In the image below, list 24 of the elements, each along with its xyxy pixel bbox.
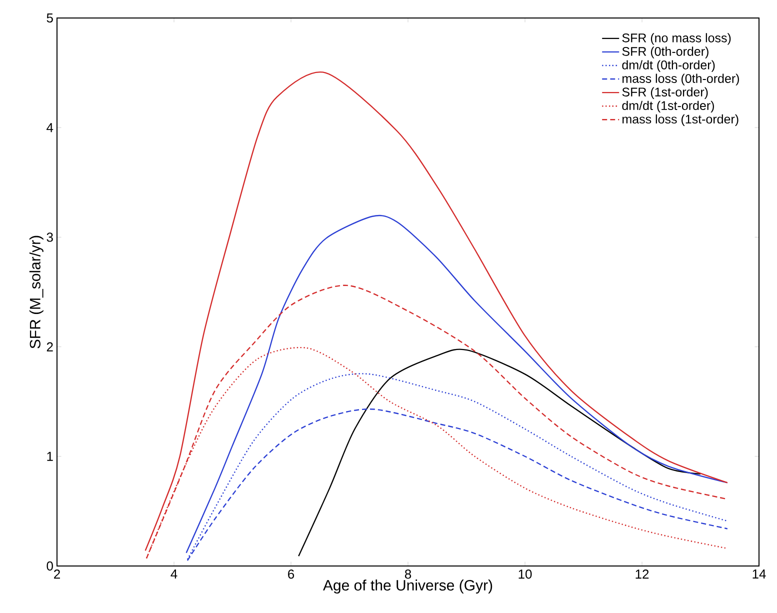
x-tick-label: 10 — [518, 570, 532, 579]
legend-label: SFR (no mass loss) — [622, 33, 731, 45]
y-tick-label: 1 — [47, 452, 53, 461]
y-tick-label: 5 — [46, 13, 53, 23]
line-series — [186, 214, 728, 554]
legend-label: mass loss (0th-order) — [622, 74, 739, 86]
y-axis-title: SFR (M_solar/yr) — [29, 236, 44, 348]
legend-label: dm/dt (1st-order) — [622, 100, 714, 112]
line-series — [298, 348, 702, 557]
y-tick-label: 2 — [46, 342, 53, 352]
x-tick-label: 6 — [288, 570, 294, 579]
legend-label: SFR (0th-order) — [622, 46, 708, 58]
legend-label: dm/dt (0th-order) — [622, 60, 715, 72]
x-tick-label: 12 — [636, 570, 649, 579]
y-tick-label: 4 — [46, 123, 54, 132]
x-tick-label: 2 — [54, 570, 60, 579]
x-tick-label: 8 — [404, 570, 412, 579]
y-tick-label: 3 — [46, 232, 53, 242]
x-tick-label: 14 — [752, 570, 766, 578]
legend-label: mass loss (1st-order) — [622, 114, 738, 126]
y-tick-label: 0 — [46, 561, 53, 571]
legend-label: SFR (1st-order) — [622, 87, 708, 99]
x-tick-label: 4 — [170, 570, 178, 578]
x-axis-title: Age of the Universe (Gyr) — [323, 580, 492, 594]
